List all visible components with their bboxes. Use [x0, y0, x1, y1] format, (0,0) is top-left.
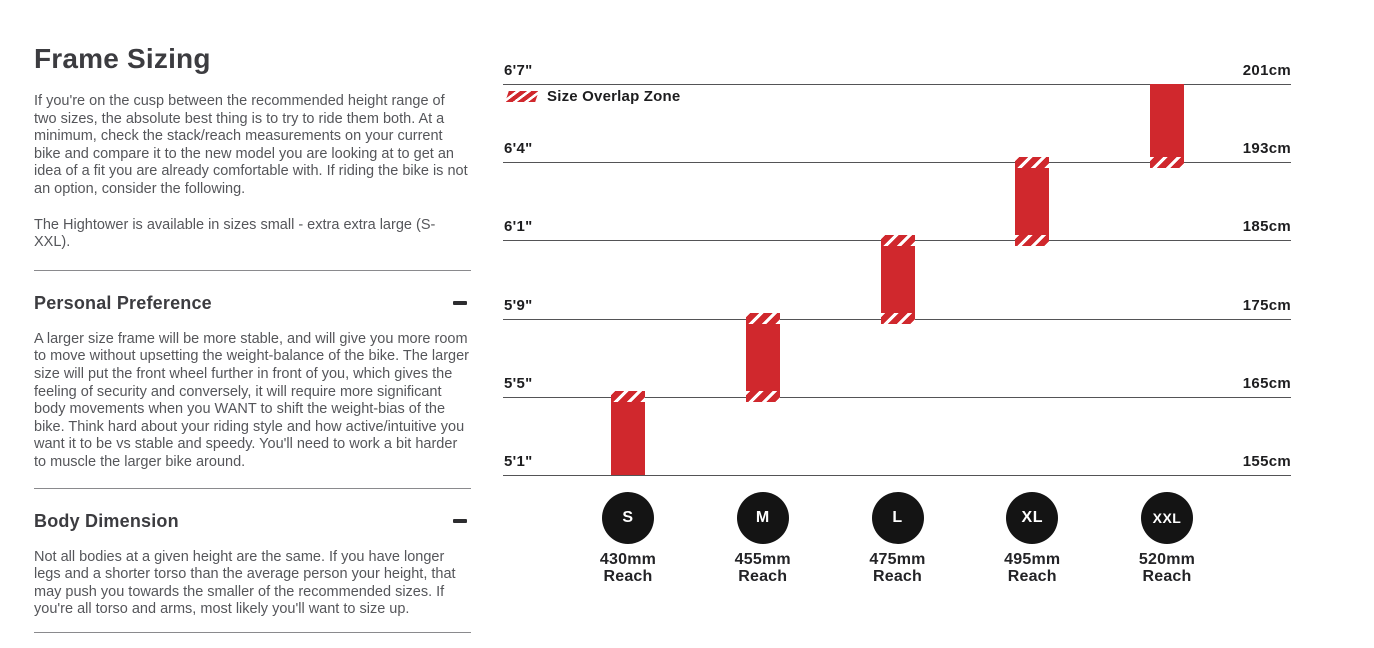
collapse-minus-icon[interactable] — [453, 300, 467, 305]
height-label-ft: 5'9" — [504, 296, 533, 314]
size-circle-xl: XL — [1006, 492, 1059, 544]
height-label-cm: 193cm — [1242, 140, 1291, 158]
size-circle-s: S — [602, 492, 654, 544]
divider — [34, 269, 471, 271]
divider — [34, 487, 471, 489]
size-bar-xxl — [1150, 84, 1184, 168]
reach-value: 430mm — [599, 551, 657, 568]
height-label-cm: 165cm — [1242, 374, 1291, 392]
section-personal-preference: Personal Preference A larger size frame … — [34, 271, 471, 472]
reach-caption: Reach — [1142, 568, 1192, 585]
gridline — [503, 396, 1291, 398]
overlap-zone-bottom — [745, 391, 780, 403]
reach-caption: Reach — [872, 568, 923, 585]
overlap-zone-top — [880, 234, 915, 246]
overlap-zone-top — [745, 313, 780, 325]
page-title: Frame Sizing — [34, 43, 211, 74]
reach-value: 495mm — [1004, 551, 1061, 568]
height-label-cm: 175cm — [1242, 296, 1291, 314]
gridline — [503, 475, 1291, 476]
reach-label-xl: 495mm Reach — [972, 551, 1092, 585]
overlap-zone-bottom — [1150, 156, 1184, 168]
size-circle-l: L — [871, 492, 924, 544]
section-heading: Body Dimension — [34, 510, 179, 531]
overlap-zone-top — [611, 391, 645, 403]
height-label-ft: 6'4" — [504, 140, 533, 158]
overlap-hatch-icon — [505, 91, 539, 102]
section-header-personal-preference[interactable]: Personal Preference — [34, 271, 471, 314]
reach-value: 475mm — [869, 551, 926, 568]
reach-caption: Reach — [603, 568, 653, 585]
reach-label-l: 475mm Reach — [838, 551, 958, 585]
overlap-zone-bottom — [880, 313, 915, 325]
size-bar-xl — [1015, 156, 1050, 246]
gridline — [503, 162, 1291, 164]
reach-value: 455mm — [734, 551, 791, 568]
height-label-ft: 5'1" — [504, 453, 533, 470]
reach-label-m: 455mm Reach — [703, 551, 823, 585]
section-body: Not all bodies at a given height are the… — [34, 548, 456, 618]
legend-label: Size Overlap Zone — [547, 88, 681, 105]
height-label-cm: 155cm — [1242, 453, 1291, 470]
sizing-info-panel: Frame Sizing If you're on the cusp betwe… — [34, 42, 471, 633]
section-header-body-dimension[interactable]: Body Dimension — [34, 489, 471, 532]
size-bar-s — [611, 391, 645, 475]
reach-label-xxl: 520mm Reach — [1107, 551, 1227, 585]
height-label-cm: 201cm — [1242, 62, 1291, 79]
reach-caption: Reach — [738, 568, 788, 585]
reach-value: 520mm — [1138, 551, 1196, 568]
height-label-cm: 185cm — [1242, 218, 1291, 236]
size-bar-l — [880, 234, 915, 325]
overlap-zone-top — [1015, 156, 1050, 168]
overlap-zone-bottom — [1015, 234, 1050, 246]
collapse-minus-icon[interactable] — [453, 518, 467, 523]
section-heading: Personal Preference — [34, 292, 212, 313]
section-body: A larger size frame will be more stable,… — [34, 330, 469, 470]
height-label-ft: 6'7" — [504, 62, 533, 79]
reach-label-s: 430mm Reach — [568, 551, 688, 585]
intro-paragraph: If you're on the cusp between the recomm… — [34, 93, 468, 197]
gridline — [503, 84, 1291, 85]
reach-caption: Reach — [1007, 568, 1057, 585]
availability-note: The Hightower is available in sizes smal… — [34, 216, 436, 251]
section-body-dimension: Body Dimension Not all bodies at a given… — [34, 489, 471, 619]
size-bar-m — [745, 313, 780, 403]
size-circle-m: M — [736, 492, 789, 544]
size-circle-xxl: XXL — [1141, 492, 1193, 544]
height-label-ft: 6'1" — [504, 218, 533, 236]
frame-sizing-chart: Size Overlap Zone 6'7" 201cm 6'4" 193cm 6'1"… — [503, 0, 1291, 620]
divider — [34, 631, 471, 633]
chart-legend: Size Overlap Zone — [504, 88, 680, 105]
height-label-ft: 5'5" — [504, 374, 533, 392]
